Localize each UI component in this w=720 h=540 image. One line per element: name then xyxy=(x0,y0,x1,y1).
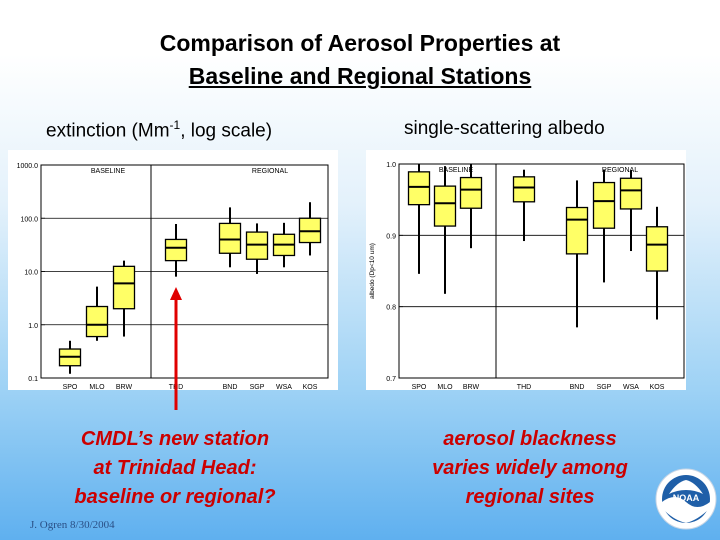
y-tick-label: 100.0 xyxy=(20,216,38,223)
slide-title-line2: Baseline and Regional Stations xyxy=(0,63,720,90)
y-tick-label: 0.7 xyxy=(386,376,396,383)
box-iqr xyxy=(85,305,109,338)
blackness-caption-line1: aerosol blackness xyxy=(443,428,617,450)
box-bnd xyxy=(218,207,242,268)
albedo-boxplot-chart: 1.0 0.9 0.8 0.7 BASELINE REGIONAL SPO MLO BRW THD… xyxy=(369,162,685,391)
box-kos xyxy=(645,206,669,320)
author-date-footer: J. Ogren 8/30/2004 xyxy=(30,519,115,531)
box-sgp xyxy=(245,223,269,274)
box-mlo xyxy=(85,286,109,341)
noaa-logo-text: NOAA xyxy=(673,493,700,503)
x-tick-label: SPO xyxy=(63,384,78,390)
y-tick-label: 1000.0 xyxy=(17,163,39,170)
box-iqr xyxy=(112,265,136,310)
box-iqr xyxy=(619,177,643,210)
box-kos xyxy=(298,202,322,256)
box-sgp xyxy=(592,169,616,283)
blackness-caption-line2: varies widely among xyxy=(432,457,628,479)
albedo-chart-panel: 1.0 0.9 0.8 0.7 BASELINE REGIONAL SPO MLO BRW THD… xyxy=(366,150,686,391)
y-tick-label: 10.0 xyxy=(24,270,38,277)
group-label: REGIONAL xyxy=(252,168,288,175)
x-tick-label: BND xyxy=(570,384,585,390)
x-tick-label: SGP xyxy=(250,384,265,390)
plot-frame xyxy=(398,163,685,379)
noaa-logo-icon: NOAA xyxy=(655,468,717,530)
box-iqr xyxy=(565,206,589,255)
box-iqr xyxy=(433,185,457,227)
thd-caption-line2: at Trinidad Head: xyxy=(93,457,257,479)
box-brw xyxy=(459,164,483,249)
x-tick-label: SPO xyxy=(412,384,427,390)
x-tick-label: KOS xyxy=(303,384,318,390)
thd-caption-line1: CMDL’s new station xyxy=(80,428,270,450)
box-iqr xyxy=(512,176,536,203)
blackness-caption-line3: regional sites xyxy=(465,486,595,508)
x-tick-label: SGP xyxy=(597,384,612,390)
extinction-boxplot-chart: 1000.0 100.0 10.0 1.0 0.1 BASELINE REGIONAL SPO… xyxy=(17,163,329,391)
box-wsa xyxy=(272,222,296,268)
box-wsa xyxy=(619,170,643,252)
box-iqr xyxy=(407,171,431,206)
x-tick-label: BND xyxy=(223,384,238,390)
y-axis-label: albedo (Dp<10 um) xyxy=(369,243,376,299)
albedo-panel-title: single-scattering albedo xyxy=(404,118,605,139)
y-tick-label: 0.1 xyxy=(28,376,38,383)
y-tick-label: 0.9 xyxy=(386,233,396,240)
x-tick-label: THD xyxy=(517,384,531,390)
box-brw xyxy=(112,260,136,337)
x-tick-label: KOS xyxy=(650,384,665,390)
x-tick-label: WSA xyxy=(623,384,639,390)
box-thd xyxy=(164,223,188,277)
box-iqr xyxy=(218,222,242,254)
extinction-title-superscript: -1 xyxy=(169,118,181,132)
group-label: BASELINE xyxy=(91,168,126,175)
box-iqr xyxy=(592,181,616,229)
y-tick-label: 0.8 xyxy=(386,305,396,312)
thd-caption-line3: baseline or regional? xyxy=(74,486,276,508)
box-bnd xyxy=(565,180,589,328)
extinction-title-part1: extinction (Mm xyxy=(46,120,170,142)
x-tick-label: BRW xyxy=(463,384,480,390)
thd-caption: CMDL’s new station at Trinidad Head: bas… xyxy=(30,425,320,512)
x-tick-label: MLO xyxy=(89,384,105,390)
group-label: REGIONAL xyxy=(602,167,638,174)
box-iqr xyxy=(164,238,188,262)
slide-title-line1: Comparison of Aerosol Properties at xyxy=(159,30,561,56)
extinction-panel-title: extinction (Mm-1, log scale) xyxy=(46,118,272,142)
extinction-title-part2: , log scale) xyxy=(180,120,273,142)
x-tick-label: BRW xyxy=(116,384,133,390)
x-tick-label: THD xyxy=(169,384,183,390)
box-iqr xyxy=(645,226,669,272)
y-tick-label: 1.0 xyxy=(386,162,396,169)
extinction-chart-panel: 1000.0 100.0 10.0 1.0 0.1 BASELINE REGIONAL SPO… xyxy=(8,150,338,391)
y-tick-label: 1.0 xyxy=(28,323,38,330)
slide-title-line2-text: Baseline and Regional Stations xyxy=(188,63,532,89)
x-tick-label: WSA xyxy=(276,384,292,390)
box-mlo xyxy=(433,166,457,294)
box-iqr xyxy=(245,231,269,260)
group-label: BASELINE xyxy=(439,167,474,174)
blackness-caption: aerosol blackness varies widely among re… xyxy=(390,425,670,512)
box-spo xyxy=(407,164,431,274)
box-iqr xyxy=(459,176,483,209)
x-tick-label: MLO xyxy=(437,384,453,390)
box-thd xyxy=(512,169,536,242)
box-spo xyxy=(58,340,82,374)
